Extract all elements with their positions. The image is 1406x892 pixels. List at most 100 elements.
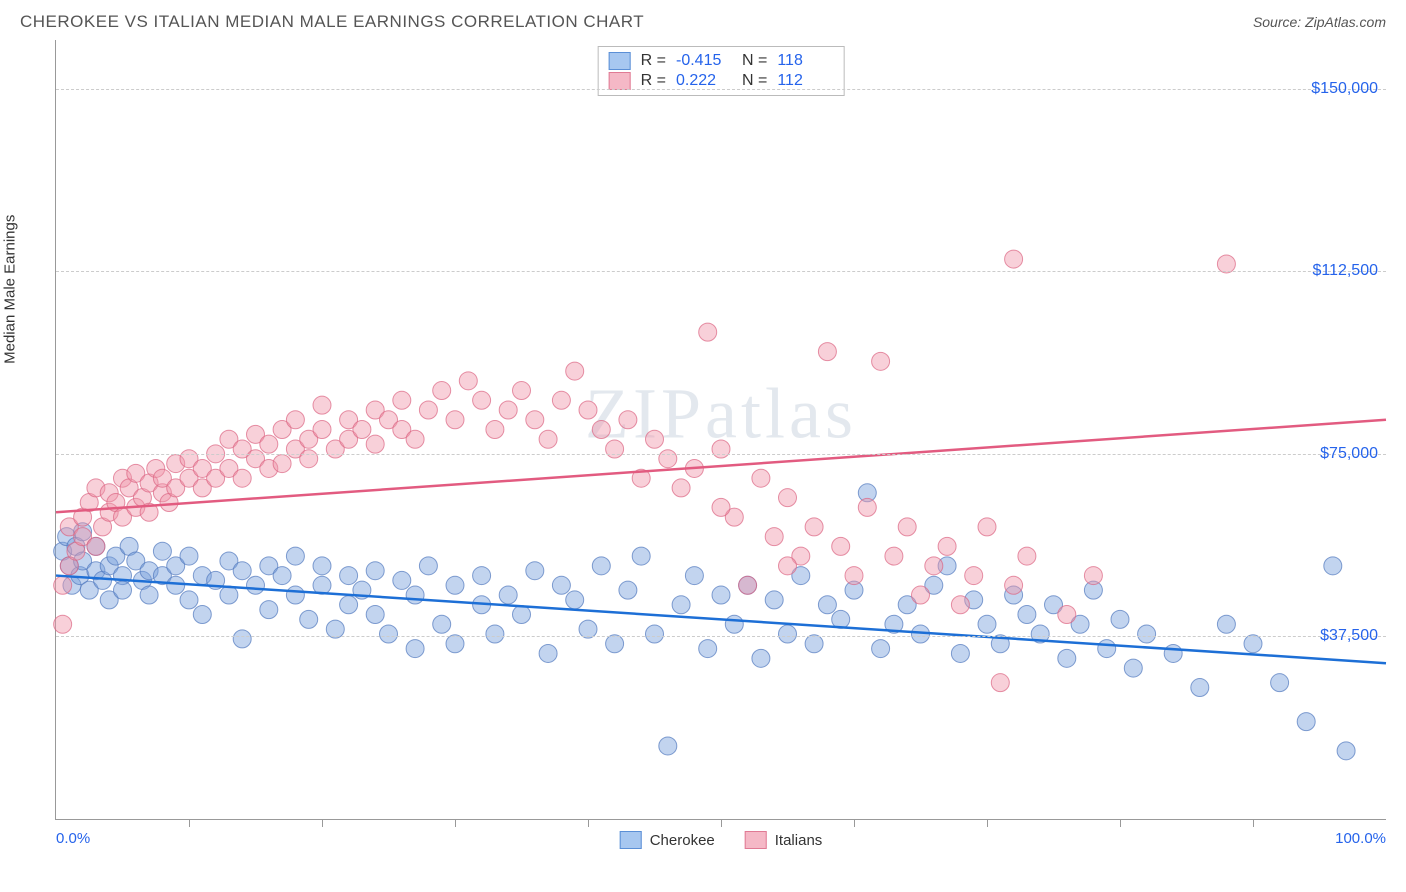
legend-label: Cherokee	[650, 832, 715, 849]
data-point	[1084, 567, 1102, 585]
y-tick-label: $75,000	[1320, 445, 1378, 463]
data-point	[220, 586, 238, 604]
data-point	[712, 440, 730, 458]
data-point	[446, 635, 464, 653]
data-point	[805, 518, 823, 536]
n-label: N =	[742, 52, 767, 70]
y-tick-label: $150,000	[1311, 80, 1378, 98]
data-point	[193, 606, 211, 624]
data-point	[712, 586, 730, 604]
data-point	[991, 674, 1009, 692]
data-point	[273, 455, 291, 473]
data-point	[180, 591, 198, 609]
data-point	[459, 372, 477, 390]
r-value: -0.415	[676, 52, 732, 70]
n-value: 118	[777, 52, 833, 70]
data-point	[539, 644, 557, 662]
data-point	[539, 430, 557, 448]
legend-item: Cherokee	[620, 831, 715, 849]
data-point	[978, 615, 996, 633]
data-point	[286, 586, 304, 604]
data-point	[592, 557, 610, 575]
data-point	[380, 625, 398, 643]
data-point	[646, 625, 664, 643]
data-point	[433, 382, 451, 400]
data-point	[526, 562, 544, 580]
gridline	[56, 454, 1386, 455]
x-tick	[1120, 819, 1121, 827]
data-point	[473, 567, 491, 585]
data-point	[765, 528, 783, 546]
data-point	[699, 323, 717, 341]
data-point	[340, 567, 358, 585]
data-point	[912, 586, 930, 604]
data-point	[1191, 679, 1209, 697]
data-point	[978, 518, 996, 536]
data-point	[513, 382, 531, 400]
y-tick-label: $112,500	[1312, 262, 1378, 280]
data-point	[1324, 557, 1342, 575]
x-tick	[721, 819, 722, 827]
data-point	[951, 644, 969, 662]
source-label: Source:	[1253, 14, 1301, 30]
data-point	[752, 649, 770, 667]
data-point	[313, 557, 331, 575]
data-point	[765, 591, 783, 609]
data-point	[273, 567, 291, 585]
data-point	[1337, 742, 1355, 760]
data-point	[1297, 713, 1315, 731]
legend-item: Italians	[745, 831, 823, 849]
data-point	[406, 430, 424, 448]
x-tick	[987, 819, 988, 827]
data-point	[180, 547, 198, 565]
data-point	[632, 547, 650, 565]
data-point	[925, 557, 943, 575]
data-point	[140, 586, 158, 604]
data-point	[858, 498, 876, 516]
n-value: 112	[777, 72, 833, 90]
data-point	[167, 576, 185, 594]
data-point	[818, 596, 836, 614]
data-point	[54, 576, 72, 594]
data-point	[366, 606, 384, 624]
scatter-svg	[56, 40, 1386, 819]
source-attribution: Source: ZipAtlas.com	[1253, 14, 1386, 30]
data-point	[1005, 250, 1023, 268]
data-point	[1111, 610, 1129, 628]
data-point	[87, 537, 105, 555]
data-point	[486, 421, 504, 439]
stats-legend-row: R =-0.415N =118	[609, 51, 834, 71]
data-point	[725, 615, 743, 633]
legend-swatch	[609, 72, 631, 90]
data-point	[552, 391, 570, 409]
data-point	[552, 576, 570, 594]
data-point	[233, 562, 251, 580]
x-tick	[1253, 819, 1254, 827]
data-point	[393, 571, 411, 589]
r-label: R =	[641, 72, 666, 90]
data-point	[579, 620, 597, 638]
y-tick-label: $37,500	[1320, 627, 1378, 645]
x-tick-label: 100.0%	[1335, 830, 1386, 847]
gridline	[56, 89, 1386, 90]
data-point	[606, 635, 624, 653]
data-point	[739, 576, 757, 594]
data-point	[779, 489, 797, 507]
data-point	[233, 469, 251, 487]
data-point	[951, 596, 969, 614]
data-point	[313, 396, 331, 414]
data-point	[1098, 640, 1116, 658]
data-point	[818, 343, 836, 361]
x-tick	[322, 819, 323, 827]
data-point	[965, 567, 983, 585]
data-point	[1271, 674, 1289, 692]
data-point	[247, 576, 265, 594]
data-point	[1244, 635, 1262, 653]
y-axis-label: Median Male Earnings	[2, 215, 19, 364]
data-point	[260, 601, 278, 619]
data-point	[659, 450, 677, 468]
data-point	[300, 450, 318, 468]
x-tick-label: 0.0%	[56, 830, 90, 847]
data-point	[872, 640, 890, 658]
data-point	[114, 581, 132, 599]
